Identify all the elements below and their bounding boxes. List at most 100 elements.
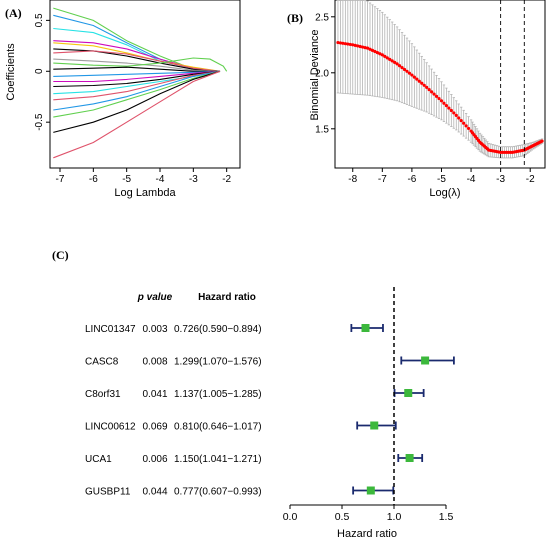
panel-a-coefficient-plot: -7 -6 -5 -4 -3 -2 -0.5 0 0.5 Log Lambda Coeffici… <box>5 0 241 199</box>
panel-b-x-tick-label: -7 <box>378 174 387 185</box>
forest-header-pvalue: p value <box>137 292 173 303</box>
forest-row-pvalue: 0.041 <box>142 389 167 400</box>
deviance-point <box>417 79 421 83</box>
deviance-point <box>454 113 458 117</box>
panel-a-y-tick-label: 0.5 <box>34 13 45 27</box>
coefficient-path-1 <box>53 7 221 72</box>
forest-x-tick-label: 1.0 <box>387 511 402 523</box>
panel-a-series-group <box>53 7 228 159</box>
forest-row-hr-text: 0.777(0.607−0.993) <box>174 487 262 498</box>
forest-row-pvalue: 0.044 <box>142 487 167 498</box>
forest-hr-marker <box>421 356 430 365</box>
forest-row-label: C8orf31 <box>85 389 121 400</box>
forest-row-hr-text: 0.726(0.590−0.894) <box>174 324 262 335</box>
forest-row-label: LINC01347 <box>85 324 136 335</box>
deviance-point <box>351 43 355 47</box>
forest-hr-marker <box>404 389 413 397</box>
coefficient-path-7 <box>53 50 221 72</box>
deviance-point <box>356 44 360 48</box>
deviance-point <box>370 48 375 53</box>
panel-c-xlabel: Hazard ratio <box>337 528 397 540</box>
coefficient-path-6 <box>53 48 221 72</box>
panel-b-x-tick-label: -5 <box>437 174 446 185</box>
deviance-point <box>353 43 357 47</box>
panel-a-ylabel: Coefficients <box>5 43 17 101</box>
deviance-point <box>358 44 362 49</box>
forest-row-pvalue: 0.008 <box>142 357 167 368</box>
deviance-point <box>397 64 402 68</box>
forest-row-label: LINC00612 <box>85 422 136 433</box>
deviance-point <box>449 108 453 113</box>
deviance-point <box>457 116 461 120</box>
deviance-point <box>363 46 367 50</box>
panel-b-ylabel: Binomial Deviance <box>309 29 321 120</box>
deviance-point <box>432 92 436 96</box>
forest-header-hazard-ratio: Hazard ratio <box>198 292 256 303</box>
deviance-point <box>402 67 407 72</box>
panel-a-frame <box>49 0 241 169</box>
panel-c-letter: (C) <box>52 248 69 262</box>
forest-row-pvalue: 0.003 <box>142 324 167 335</box>
deviance-point <box>427 88 431 92</box>
deviance-point <box>412 75 416 79</box>
panel-b-axes: -8 -7 -6 -5 -4 -3 -2 1.5 2.0 2.5 <box>315 12 535 185</box>
panel-a-y-tick-label: -0.5 <box>34 113 45 131</box>
deviance-point <box>466 126 471 131</box>
deviance-point <box>348 42 352 47</box>
forest-row-pvalue: 0.069 <box>142 422 167 433</box>
panel-b-x-tick-label: -8 <box>348 174 357 185</box>
deviance-point <box>407 71 412 75</box>
panel-b-cv-deviance-plot: -8 -7 -6 -5 -4 -3 -2 1.5 2.0 2.5 Log(λ) Binomial … <box>309 0 546 199</box>
coefficient-path-13 <box>53 70 221 88</box>
panel-a-x-tick-label: -2 <box>222 174 231 185</box>
forest-hr-marker <box>370 421 379 430</box>
deviance-point <box>422 83 426 87</box>
deviance-point <box>439 99 444 103</box>
coefficient-path-18 <box>53 70 221 133</box>
forest-x-tick-label: 0.5 <box>335 511 350 523</box>
deviance-point <box>462 121 466 125</box>
panel-b-x-tick-label: -6 <box>407 174 416 185</box>
coefficient-path-9 <box>53 57 228 72</box>
deviance-point <box>452 111 456 115</box>
coefficient-path-2 <box>53 14 221 72</box>
deviance-point <box>540 139 544 143</box>
panel-b-xlabel: Log(λ) <box>429 187 460 199</box>
coefficient-path-16 <box>53 70 221 111</box>
deviance-point <box>400 65 404 70</box>
panel-b-x-tick-label: -4 <box>467 174 476 185</box>
panel-b-y-tick-label: 1.5 <box>315 124 329 135</box>
forest-row-hr-text: 1.299(1.070−1.576) <box>174 357 262 368</box>
forest-row-hr-text: 1.137(1.005−1.285) <box>174 389 262 400</box>
coefficient-path-17 <box>53 70 221 118</box>
deviance-point <box>437 96 441 101</box>
deviance-point <box>405 69 409 73</box>
deviance-point <box>346 42 350 46</box>
panel-b-x-tick-label: -2 <box>526 174 535 185</box>
forest-row-hr-text: 0.810(0.646−1.017) <box>174 422 262 433</box>
deviance-point <box>385 56 389 60</box>
deviance-point <box>415 77 419 81</box>
panel-a-x-tick-label: -3 <box>189 174 198 185</box>
forest-row-label: CASC8 <box>85 357 119 368</box>
panel-b-y-tick-label: 2.5 <box>315 12 329 23</box>
deviance-point <box>380 53 384 57</box>
deviance-point <box>395 62 399 66</box>
deviance-point <box>373 49 377 54</box>
panel-a-x-tick-label: -4 <box>156 174 165 185</box>
coefficient-path-15 <box>53 70 221 101</box>
panel-a-y-tick-label: 0 <box>34 68 45 74</box>
deviance-point <box>447 106 451 110</box>
deviance-point <box>375 51 379 55</box>
panel-a-x-tick-label: -7 <box>56 174 65 185</box>
panel-a-letter: (A) <box>5 6 22 20</box>
deviance-point <box>378 52 382 56</box>
coefficient-path-19 <box>53 70 221 159</box>
deviance-point <box>434 94 439 98</box>
panel-a-x-tick-label: -5 <box>122 174 131 185</box>
panel-b-x-tick-label: -3 <box>496 174 505 185</box>
panel-b-y-tick-label: 2.0 <box>315 68 329 79</box>
forest-rows: LINC01347 0.003 0.726(0.590−0.894) CASC8 0.0… <box>85 324 455 498</box>
deviance-point <box>393 60 397 64</box>
panel-a-x-tick-label: -6 <box>89 174 98 185</box>
